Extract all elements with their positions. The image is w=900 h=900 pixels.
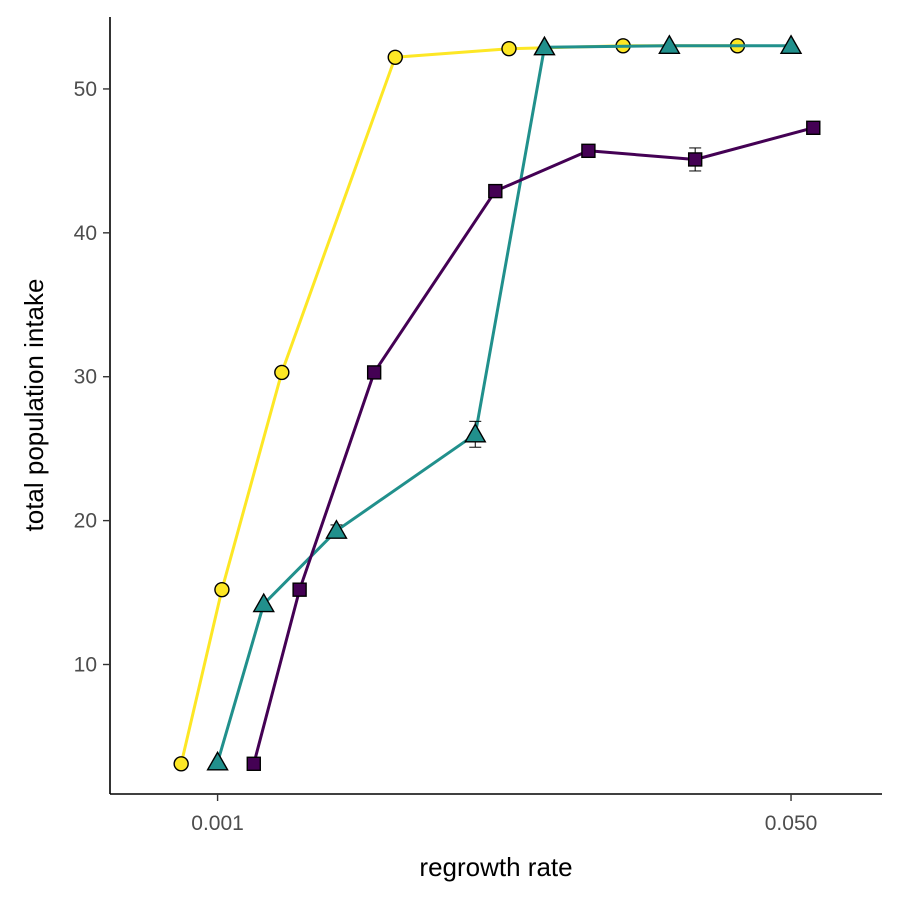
y-tick-label: 20 bbox=[74, 510, 97, 533]
data-point bbox=[533, 35, 556, 56]
data-point bbox=[366, 365, 382, 380]
data-point bbox=[246, 756, 261, 771]
data-point bbox=[658, 34, 681, 54]
y-tick-label: 30 bbox=[74, 366, 97, 389]
series-triangle bbox=[206, 34, 803, 771]
y-tick-label: 40 bbox=[74, 222, 97, 245]
data-point bbox=[387, 49, 403, 65]
data-point bbox=[779, 34, 803, 54]
axis-ticks: 10 20 30 40 50 0.001 0.050 bbox=[74, 78, 818, 835]
data-point bbox=[488, 183, 503, 199]
data-point bbox=[274, 364, 290, 381]
x-tick-label: 0.050 bbox=[765, 812, 818, 835]
data-point bbox=[325, 519, 348, 539]
data-point bbox=[206, 750, 229, 771]
y-tick-label: 10 bbox=[74, 654, 97, 677]
data-point bbox=[687, 152, 703, 167]
data-point bbox=[292, 582, 307, 597]
y-axis-title: total population intake bbox=[19, 279, 49, 532]
data-point bbox=[501, 40, 517, 57]
series-circle bbox=[173, 38, 746, 772]
series-line bbox=[216, 44, 791, 763]
data-point bbox=[252, 592, 275, 613]
x-tick-label: 0.001 bbox=[191, 812, 244, 835]
data-point bbox=[806, 120, 821, 135]
data-point bbox=[173, 756, 189, 772]
data-point bbox=[581, 143, 596, 159]
x-axis-title: regrowth rate bbox=[419, 852, 572, 882]
data-point bbox=[214, 581, 230, 598]
y-tick-label: 50 bbox=[74, 78, 97, 101]
series-square bbox=[246, 120, 821, 771]
plot-area bbox=[173, 34, 821, 772]
series-line bbox=[252, 126, 814, 765]
data-point bbox=[464, 422, 487, 443]
series-line bbox=[179, 44, 738, 765]
